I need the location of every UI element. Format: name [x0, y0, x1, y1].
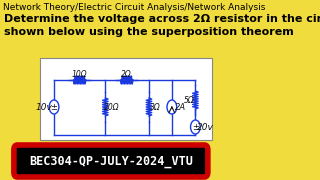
Text: shown below using the superposition theorem: shown below using the superposition theo… — [4, 27, 294, 37]
Text: ±: ± — [192, 123, 199, 132]
Text: BEC304-QP-JULY-2024_VTU: BEC304-QP-JULY-2024_VTU — [29, 154, 193, 168]
Text: 20v: 20v — [197, 123, 214, 132]
Text: 2A: 2A — [175, 102, 186, 111]
Circle shape — [190, 120, 200, 134]
Text: Network Theory/Electric Circuit Analysis/Network Analysis: Network Theory/Electric Circuit Analysis… — [3, 3, 265, 12]
Text: 3Ω: 3Ω — [150, 102, 161, 111]
Text: 10v: 10v — [35, 102, 52, 111]
FancyBboxPatch shape — [40, 58, 212, 140]
Circle shape — [49, 100, 59, 114]
Text: Determine the voltage across 2Ω resistor in the circuit: Determine the voltage across 2Ω resistor… — [4, 14, 320, 24]
Text: 10Ω: 10Ω — [72, 69, 87, 78]
Text: ±: ± — [51, 102, 58, 111]
Circle shape — [167, 100, 177, 114]
Text: 2Ω: 2Ω — [121, 69, 132, 78]
Text: 20Ω: 20Ω — [104, 102, 119, 111]
FancyBboxPatch shape — [14, 145, 208, 177]
Text: 5Ω: 5Ω — [184, 96, 195, 105]
